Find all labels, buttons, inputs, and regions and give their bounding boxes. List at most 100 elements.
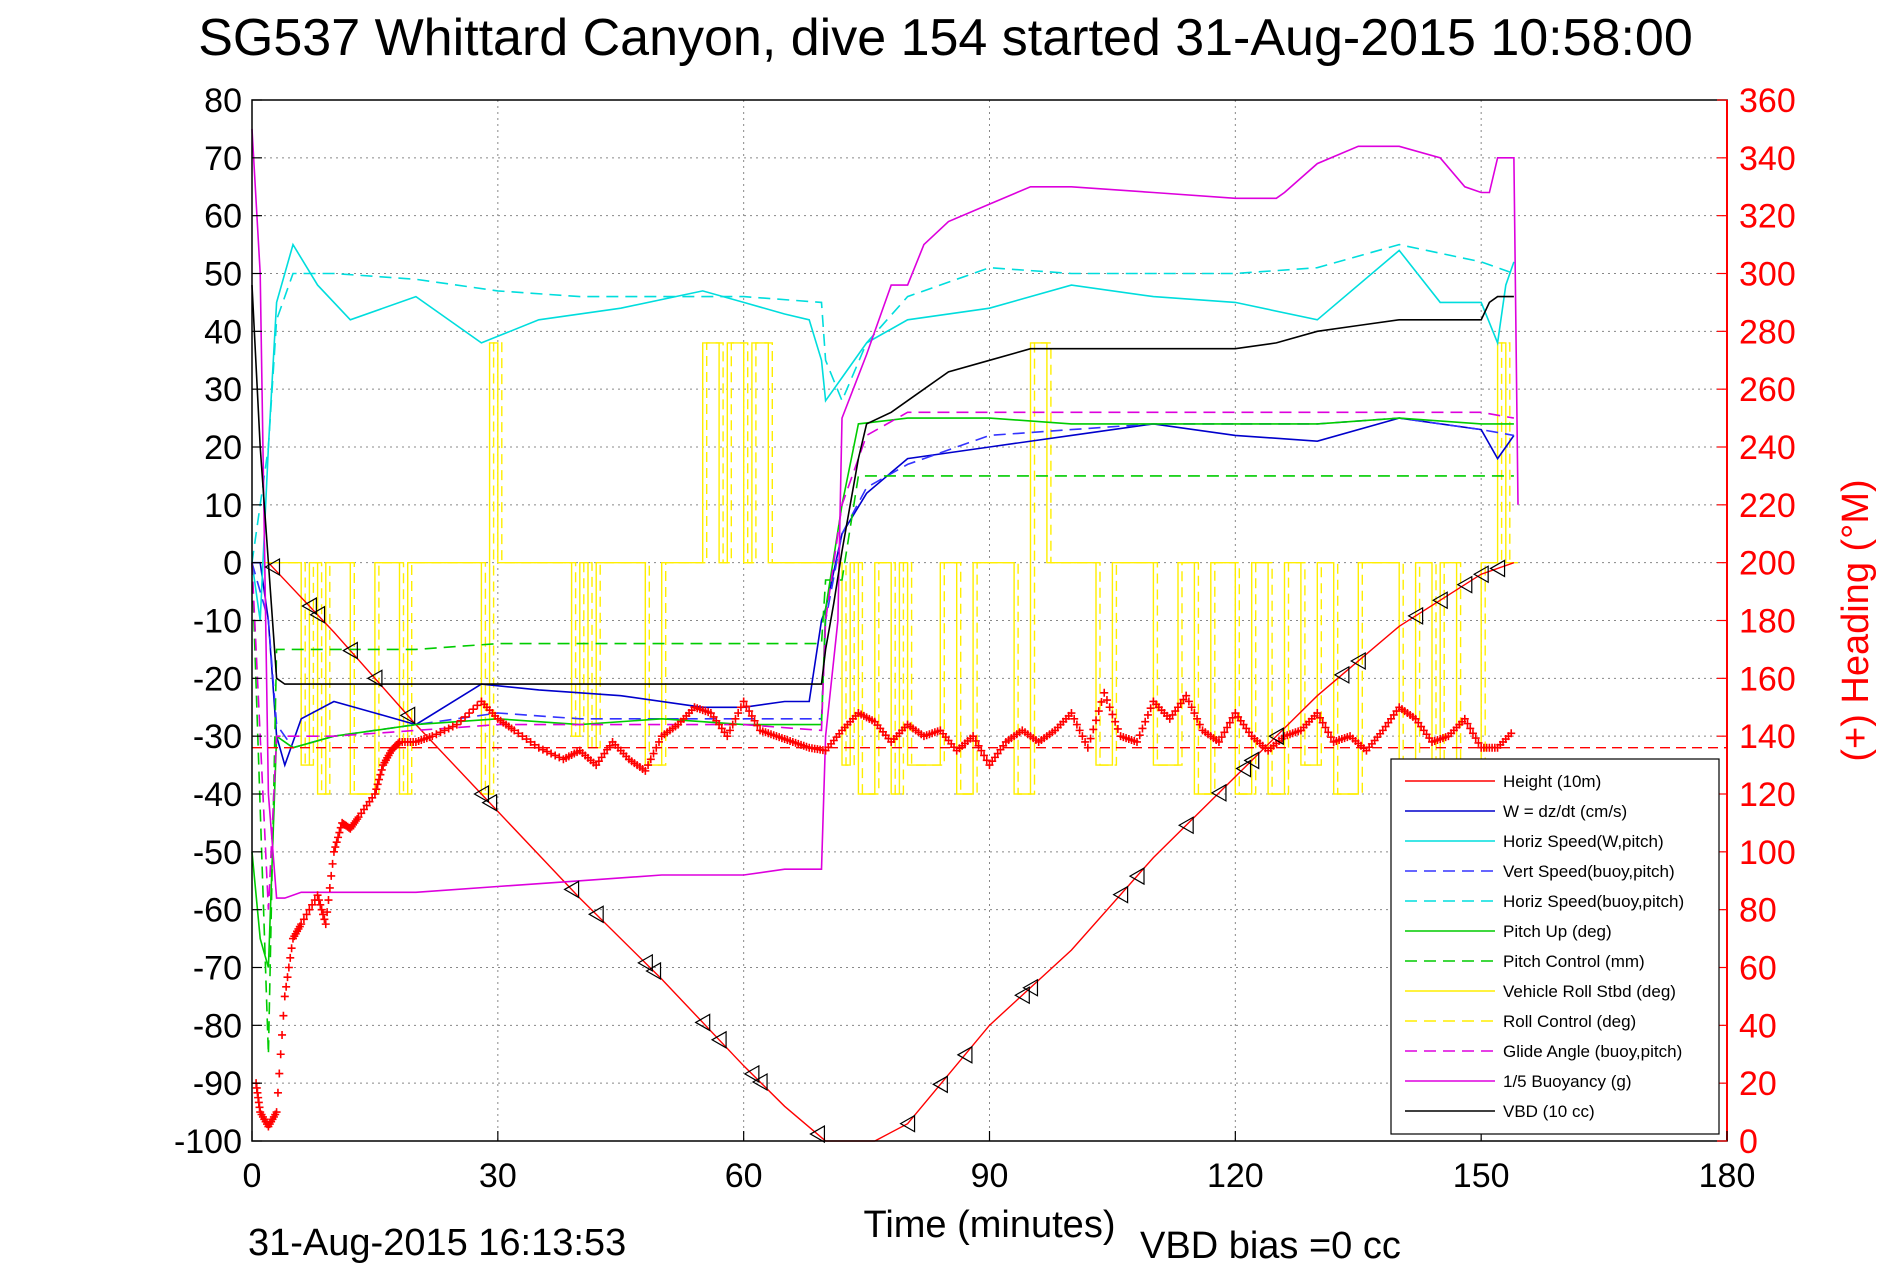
heading-marker: [469, 705, 478, 714]
x-tick-label: 60: [725, 1157, 763, 1195]
x-tick-label: 120: [1207, 1157, 1264, 1195]
height-marker: [342, 641, 358, 660]
series-buoyancy: [251, 128, 1519, 899]
heading-marker: [1102, 696, 1111, 705]
heading-marker: [283, 973, 292, 982]
heading-marker: [327, 871, 336, 880]
heading-marker: [432, 730, 441, 739]
heading-marker: [376, 770, 385, 779]
heading-marker: [1089, 725, 1098, 734]
heading-marker: [654, 737, 663, 746]
y-tick-label-left: -40: [193, 776, 242, 814]
series-horiz-w: [251, 242, 1515, 621]
heading-marker: [1225, 718, 1234, 727]
height-marker: [899, 1114, 916, 1133]
series-heading: [252, 688, 1516, 1131]
heading-marker: [747, 711, 756, 720]
heading-marker: [275, 1069, 284, 1078]
legend-label: Horiz Speed(W,pitch): [1503, 832, 1664, 851]
heading-marker: [644, 761, 653, 770]
height-marker: [645, 961, 662, 981]
heading-marker: [1326, 733, 1335, 742]
footer-vbd-bias: VBD bias =0 cc: [1140, 1225, 1401, 1267]
heading-marker: [375, 775, 384, 784]
y-tick-label-right: 280: [1739, 313, 1796, 351]
heading-marker: [372, 785, 381, 794]
heading-marker: [334, 833, 343, 842]
heading-marker: [279, 1011, 288, 1020]
y-tick-label-left: -20: [193, 660, 242, 698]
heading-marker: [1316, 713, 1325, 722]
y-tick-label-right: 60: [1739, 950, 1777, 988]
heading-marker: [1474, 738, 1483, 747]
legend-label: Roll Control (deg): [1503, 1012, 1636, 1031]
heading-marker: [456, 716, 465, 725]
heading-marker: [465, 709, 474, 718]
heading-marker: [1113, 724, 1122, 733]
height-marker: [1431, 591, 1448, 610]
heading-marker: [280, 992, 289, 1001]
height-marker: [751, 1072, 768, 1092]
heading-marker: [518, 732, 527, 741]
series-horiz-buoy: [251, 243, 1515, 563]
height-marker: [264, 557, 281, 577]
y-tick-label-left: 50: [204, 256, 242, 294]
heading-marker: [1460, 714, 1469, 723]
x-tick-label: 150: [1453, 1157, 1510, 1195]
legend-label: Pitch Up (deg): [1503, 922, 1612, 941]
height-marker: [694, 1013, 711, 1032]
x-tick-label: 30: [479, 1157, 517, 1195]
heading-marker: [1193, 714, 1202, 723]
heading-marker: [1081, 737, 1090, 746]
heading-marker: [728, 720, 737, 729]
y-tick-label-left: 70: [204, 140, 242, 178]
height-marker: [587, 905, 604, 924]
heading-marker: [1228, 713, 1237, 722]
heading-marker: [1094, 707, 1103, 716]
y-tick-label-right: 240: [1739, 429, 1796, 467]
y-tick-label-left: 30: [204, 371, 242, 409]
heading-marker: [1100, 688, 1109, 697]
height-marker: [956, 1045, 973, 1064]
heading-marker: [452, 720, 461, 729]
series-vbd: [251, 285, 1514, 685]
heading-marker: [1078, 732, 1087, 741]
heading-marker: [555, 753, 564, 762]
heading-marker: [1143, 710, 1152, 719]
heading-marker: [440, 726, 449, 735]
heading-marker: [321, 920, 330, 929]
heading-marker: [646, 755, 655, 764]
heading-marker: [1217, 733, 1226, 742]
heading-marker: [1466, 724, 1475, 733]
y-tick-label-right: 160: [1739, 660, 1796, 698]
heading-marker: [1220, 728, 1229, 737]
heading-marker: [723, 732, 732, 741]
y-tick-label-left: -100: [174, 1123, 242, 1161]
y-tick-label-right: 80: [1739, 892, 1777, 930]
heading-marker: [1075, 726, 1084, 735]
heading-marker: [510, 726, 519, 735]
heading-marker: [320, 915, 329, 924]
y-tick-label-right: 140: [1739, 718, 1796, 756]
height-marker: [481, 793, 498, 812]
heading-marker: [1507, 729, 1516, 738]
height-marker: [1407, 606, 1424, 625]
heading-marker: [282, 982, 291, 991]
heading-marker: [534, 743, 543, 752]
heading-marker: [331, 843, 340, 852]
chart-title: SG537 Whittard Canyon, dive 154 started …: [198, 9, 1693, 67]
legend-label: Glide Angle (buoy,pitch): [1503, 1042, 1682, 1061]
y-axis-label-right: (+) Heading (°M): [1835, 479, 1877, 761]
heading-marker: [317, 905, 326, 914]
y-tick-label-left: 10: [204, 487, 242, 525]
height-marker: [309, 605, 326, 624]
y-tick-label-left: 40: [204, 313, 242, 351]
height-marker: [1268, 727, 1284, 746]
heading-marker: [736, 703, 745, 712]
height-marker: [1456, 575, 1473, 594]
heading-marker: [742, 702, 751, 711]
legend-box: [1390, 758, 1720, 1135]
height-marker: [563, 880, 580, 899]
y-tick-label-left: 60: [204, 198, 242, 236]
